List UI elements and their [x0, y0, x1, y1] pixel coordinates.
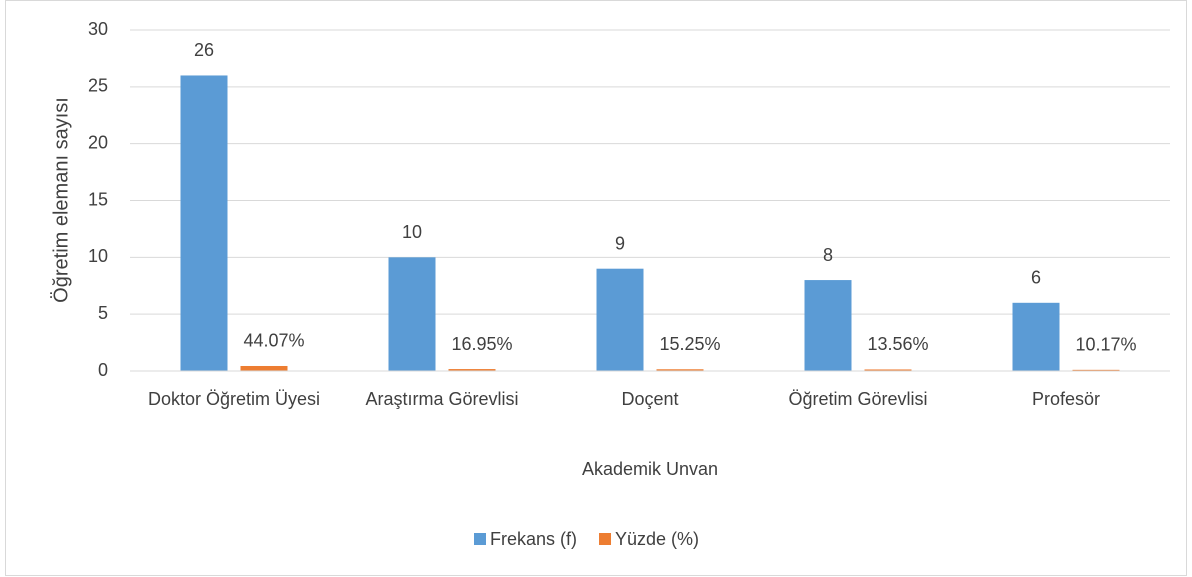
bar [1072, 369, 1120, 371]
data-label: 10 [402, 222, 422, 242]
y-tick-label: 25 [88, 76, 108, 96]
x-axis-title: Akademik Unvan [582, 459, 718, 479]
x-tick-label-box: Profesör [1031, 389, 1101, 409]
bar [1012, 302, 1060, 371]
data-label: 8 [823, 245, 833, 265]
bar [804, 280, 852, 371]
data-label: 9 [615, 233, 625, 253]
x-tick-label-box: Öğretim Görevlisi [788, 389, 928, 409]
bar [864, 369, 912, 371]
data-label: 6 [1031, 268, 1041, 288]
y-tick-label: 10 [88, 246, 108, 266]
legend-swatch [474, 533, 486, 545]
bar [180, 75, 228, 371]
x-tick-label: Doçent [621, 389, 679, 409]
legend-label: Frekans (f) [490, 529, 577, 549]
x-tick-label: Profesör [1031, 389, 1101, 409]
x-tick-label-box: Doçent [621, 389, 679, 409]
y-tick-label: 20 [88, 132, 108, 152]
data-label: 16.95% [451, 334, 512, 354]
x-tick-label: Öğretim Görevlisi [788, 389, 928, 409]
bar [448, 369, 496, 371]
y-tick-label: 0 [98, 360, 108, 380]
y-tick-label: 15 [88, 189, 108, 209]
legend-label: Yüzde (%) [615, 529, 699, 549]
x-tick-label-box: Doktor Öğretim Üyesi [147, 389, 321, 409]
bar [388, 257, 436, 371]
bar [596, 268, 644, 371]
bar [240, 365, 288, 371]
bar [656, 369, 704, 371]
y-tick-label: 30 [88, 19, 108, 39]
data-label: 10.17% [1075, 335, 1136, 355]
data-label: 44.07% [243, 331, 304, 351]
data-label: 13.56% [867, 334, 928, 354]
x-tick-label: Araştırma Görevlisi [365, 389, 519, 409]
legend-swatch [599, 533, 612, 545]
data-label: 26 [194, 40, 214, 60]
x-tick-label-box: Araştırma Görevlisi [365, 389, 519, 409]
data-label: 15.25% [659, 334, 720, 354]
y-axis-title: Öğretim elemanı sayısı [50, 97, 72, 303]
x-tick-label: Doktor Öğretim Üyesi [147, 389, 321, 409]
y-tick-label: 5 [98, 303, 108, 323]
